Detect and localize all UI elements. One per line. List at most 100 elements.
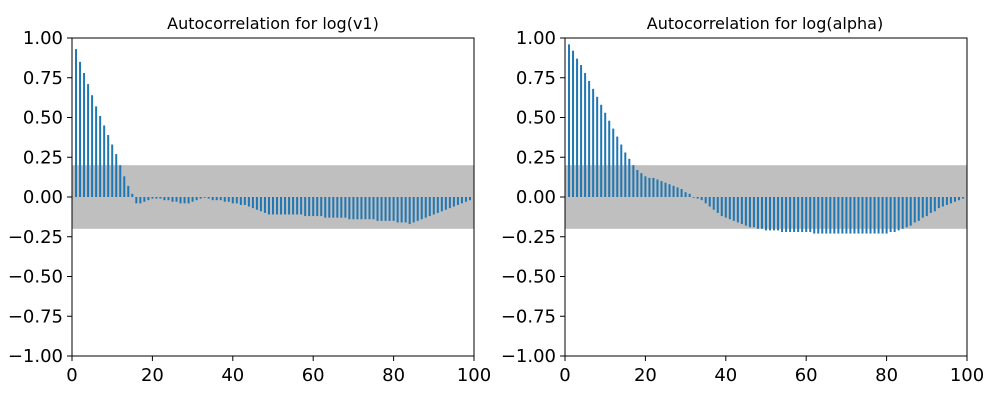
x-tick-label: 40: [714, 365, 737, 386]
acf-bar: [296, 197, 299, 215]
acf-bar: [885, 197, 888, 234]
acf-bar: [857, 197, 860, 234]
acf-bar: [616, 136, 619, 197]
acf-bar: [821, 197, 824, 234]
acf-bar: [793, 197, 796, 232]
acf-bar: [825, 197, 828, 234]
acf-bar: [79, 61, 82, 197]
y-tick-label: 1.00: [23, 28, 63, 49]
acf-bar: [941, 197, 944, 207]
acf-bar: [356, 197, 359, 220]
acf-bar: [652, 177, 655, 197]
acf-bar: [288, 197, 291, 215]
acf-bar: [211, 197, 214, 201]
x-tick-label: 20: [634, 365, 657, 386]
acf-bar: [624, 152, 627, 197]
acf-bar: [620, 144, 623, 197]
x-tick-label: 80: [875, 365, 898, 386]
acf-bar: [376, 197, 379, 221]
acf-bar: [340, 197, 343, 218]
acf-bar: [809, 197, 812, 232]
acf-bar: [235, 197, 238, 204]
y-tick-label: −0.25: [8, 227, 63, 248]
acf-bar: [460, 197, 463, 204]
acf-bar: [396, 197, 399, 223]
acf-bar: [191, 197, 194, 202]
acf-bar: [789, 197, 792, 232]
y-tick-label: 0.50: [23, 108, 63, 129]
acf-bar: [676, 187, 679, 197]
acf-bar: [392, 197, 395, 221]
acf-bar: [328, 197, 331, 218]
acf-bar: [91, 95, 94, 197]
y-tick-label: −0.50: [501, 267, 556, 288]
acf-bar: [853, 197, 856, 234]
acf-bar: [75, 49, 78, 197]
x-tick-label: 20: [141, 365, 164, 386]
acf-bar: [945, 197, 948, 205]
y-tick-label: −1.00: [8, 346, 63, 367]
acf-bar: [680, 189, 683, 197]
acf-bar: [769, 197, 772, 231]
acf-bar: [352, 197, 355, 220]
acf-bar: [284, 197, 287, 215]
acf-bar: [568, 44, 571, 197]
acf-bar: [348, 197, 351, 220]
acf-bar: [672, 185, 675, 197]
acf-bar: [909, 197, 912, 226]
acf-bar: [372, 197, 375, 220]
y-tick-label: −0.25: [501, 227, 556, 248]
acf-bar: [452, 197, 455, 207]
acf-bar: [420, 197, 423, 220]
acf-bar: [215, 197, 218, 201]
acf-bar: [103, 125, 106, 197]
y-tick-label: 0.50: [516, 108, 556, 129]
acf-bar: [207, 197, 210, 199]
acf-bar: [684, 192, 687, 197]
acf-bar: [123, 176, 126, 197]
acf-bar: [203, 197, 206, 198]
acf-bar: [444, 197, 447, 210]
x-tick-label: 40: [221, 365, 244, 386]
y-tick-label: −0.50: [8, 267, 63, 288]
acf-bar: [304, 197, 307, 217]
acf-bar: [893, 197, 896, 232]
acf-bar: [384, 197, 387, 221]
acf-bar: [147, 197, 150, 201]
acf-bar: [756, 197, 759, 229]
y-tick-label: 0.00: [23, 187, 63, 208]
acf-bar: [608, 120, 611, 197]
acf-bar: [167, 197, 170, 201]
acf-bar: [692, 197, 695, 198]
acf-bar: [937, 197, 940, 209]
acf-bar: [456, 197, 459, 205]
acf-bar: [917, 197, 920, 221]
acf-bar: [805, 197, 808, 232]
acf-bar: [773, 197, 776, 231]
acf-bar: [628, 158, 631, 197]
acf-bar: [612, 128, 615, 197]
acf-bar: [231, 197, 234, 204]
acf-bar: [576, 58, 579, 197]
acf-bar: [251, 197, 254, 209]
acf-bar: [901, 197, 904, 229]
acf-bar: [797, 197, 800, 232]
acf-bar: [312, 197, 315, 217]
acf-bar: [151, 197, 154, 199]
x-tick-label: 0: [559, 365, 570, 386]
acf-bar: [712, 197, 715, 210]
y-tick-label: 0.75: [23, 68, 63, 89]
acf-bar: [324, 197, 327, 218]
acf-bar: [280, 197, 283, 215]
acf-bar: [889, 197, 892, 232]
acf-panel-log-v1: Autocorrelation for log(v1) −1.00 −0.75 −0…: [8, 14, 491, 386]
acf-bar: [765, 197, 767, 231]
acf-bar: [664, 182, 667, 197]
acf-bar: [448, 197, 451, 209]
acf-bar: [801, 197, 804, 232]
acf-bar: [139, 197, 142, 204]
chart-title: Autocorrelation for log(v1): [167, 14, 379, 33]
acf-bar: [127, 185, 130, 197]
acf-bar: [83, 72, 86, 197]
acf-bar: [604, 112, 607, 197]
